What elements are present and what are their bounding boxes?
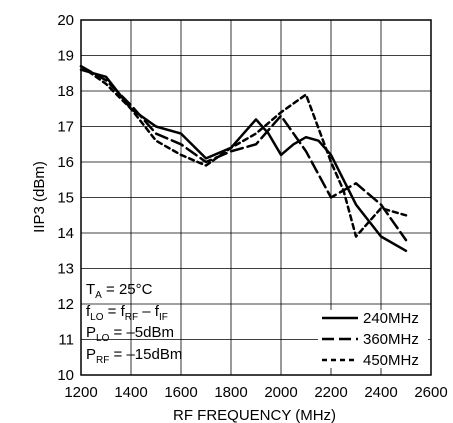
y-tick-label: 13 <box>57 261 74 278</box>
x-axis-label: RF FREQUENCY (MHz) <box>173 407 336 423</box>
y-tick-label: 19 <box>57 48 74 65</box>
legend-background <box>318 310 428 368</box>
y-tick-label: 20 <box>57 12 74 29</box>
x-tick-label: 2200 <box>314 384 347 401</box>
x-tick-label: 2400 <box>364 384 397 401</box>
y-tick-label: 12 <box>57 296 74 313</box>
legend: 240MHz 360MHz 450MHz <box>318 310 428 369</box>
condition-ta: TA = 25°C <box>86 281 153 301</box>
legend-label-240mhz: 240MHz <box>363 310 419 327</box>
y-axis-label: IIP3 (dBm) <box>31 161 48 233</box>
y-tick-label: 15 <box>57 190 74 207</box>
y-tick-label: 14 <box>57 225 74 242</box>
y-tick-label: 11 <box>58 332 74 349</box>
tick-labels: 1200 1400 1600 1800 2000 2200 2400 2600 10 11 12 13… <box>57 12 447 401</box>
series-line-240mhz <box>79 68 408 253</box>
x-tick-label: 2000 <box>264 384 297 401</box>
x-tick-label: 2600 <box>414 384 447 401</box>
y-tick-label: 18 <box>57 83 74 100</box>
series-layer <box>79 64 408 253</box>
y-tick-label: 10 <box>57 367 74 384</box>
x-tick-label: 1200 <box>64 384 97 401</box>
x-tick-label: 1800 <box>214 384 247 401</box>
test-conditions: TA = 25°C fLO = fRF – fIF PLO = –5dBm PR… <box>86 281 182 366</box>
series-line-450mhz <box>79 64 408 238</box>
condition-flo: fLO = fRF – fIF <box>86 303 168 323</box>
legend-label-450mhz: 450MHz <box>363 352 419 369</box>
x-tick-label: 1400 <box>114 384 147 401</box>
series-line-360mhz <box>79 64 408 242</box>
condition-plo: PLO = –5dBm <box>86 324 174 344</box>
plot-frame <box>80 19 432 376</box>
y-tick-label: 17 <box>57 119 74 136</box>
x-tick-label: 1600 <box>164 384 197 401</box>
condition-prf: PRF = –15dBm <box>86 346 182 366</box>
legend-label-360mhz: 360MHz <box>363 331 419 348</box>
y-tick-label: 16 <box>57 154 74 171</box>
